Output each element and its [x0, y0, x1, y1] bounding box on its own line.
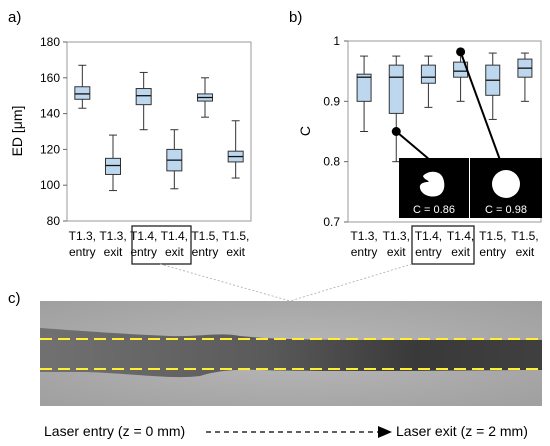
- laser-entry-label: Laser entry (z = 0 mm): [44, 423, 185, 439]
- chart-b-ytick-label: 0.8: [323, 155, 340, 169]
- chart-a-xtick-label-line2: exit: [104, 245, 123, 259]
- chart-a-xtick-label-line1: T1.5,: [222, 229, 249, 243]
- chart-a-xtick-label-line1: T1.3,: [99, 229, 126, 243]
- zoom-line-left: [159, 263, 291, 302]
- chart-a-xtick-label-line1: T1.5,: [191, 229, 218, 243]
- panel-label-a: a): [8, 9, 21, 26]
- chart-b-box: [388, 64, 404, 114]
- chart-a-box: [74, 86, 91, 100]
- chart-b-xtick-label-line2: entry: [479, 245, 506, 259]
- chart-a-xtick-label-line2: exit: [226, 245, 245, 259]
- chart-a-xtick-label-line2: entry: [192, 245, 219, 259]
- chart-b-ytick-label: 0.7: [323, 215, 340, 229]
- laser-direction-arrow-head: [378, 426, 392, 438]
- inset-high-c-label: C = 0.98: [485, 204, 527, 216]
- chart-b-box: [356, 73, 372, 102]
- chart-b-ylabel: C: [297, 126, 313, 136]
- inset-high-c: C = 0.98: [470, 158, 542, 218]
- chart-b-xtick-label-line1: T1.4,: [415, 229, 442, 243]
- chart-a-highlight-frame: [131, 225, 192, 265]
- chart-a-xtick-label-line1: T1.4,: [161, 229, 188, 243]
- chart-b-ytick-label: 1: [333, 34, 340, 48]
- chart-b-callout-line: [395, 130, 431, 161]
- chart-b-xtick-label-line2: entry: [415, 245, 442, 259]
- panel-label-c: c): [8, 290, 21, 307]
- chart-b-xtick-label-line1: T1.5,: [479, 229, 506, 243]
- chart-b-ytick-label: 0.9: [323, 94, 340, 108]
- chart-b-callout-point: [391, 127, 401, 136]
- chart-a-xtick-label-line2: exit: [165, 245, 184, 259]
- chart-a-xtick-label-line2: entry: [130, 245, 157, 259]
- chart-a-xtick-label-line1: T1.3,: [69, 229, 96, 243]
- chart-b-callout-point: [456, 47, 466, 57]
- chart-b-box: [420, 64, 436, 84]
- chart-b-xtick-label-line2: exit: [516, 245, 535, 259]
- inset-low-c: C = 0.86: [399, 158, 469, 218]
- chart-a-box: [105, 157, 121, 175]
- chart-a-xtick-label-line2: entry: [69, 245, 96, 259]
- laser-exit-label: Laser exit (z = 2 mm): [396, 423, 528, 439]
- chart-b-plot-area: [347, 40, 542, 223]
- chart-b-callout-line: [459, 51, 501, 161]
- inset-low-c-label: C = 0.86: [413, 204, 455, 216]
- chart-a-xtick-label-line1: T1.4,: [130, 229, 157, 243]
- panel-label-b: b): [289, 9, 302, 26]
- blob-round-icon: [492, 170, 520, 198]
- chart-a-ytick-label: 80: [47, 214, 61, 228]
- chart-a-plot-area: [66, 41, 252, 222]
- chart-a-ytick-label: 180: [40, 35, 60, 49]
- zoom-line-right: [289, 263, 413, 302]
- chart-b-xtick-label-line2: exit: [387, 245, 406, 259]
- chart-a-ytick-label: 120: [40, 142, 60, 156]
- chart-a-ytick-label: 100: [40, 178, 60, 192]
- chart-b: C 0.7 0.8 0.9 1 T1.3, entry T1.3, exit T1.4, ent…: [297, 34, 542, 265]
- micrograph-channel: [40, 328, 542, 378]
- chart-b-xtick-label-line1: T1.4,: [447, 229, 474, 243]
- chart-b-xtick-label-line2: exit: [451, 245, 470, 259]
- chart-a-box: [135, 88, 152, 106]
- chart-a-ytick-label: 140: [40, 107, 60, 121]
- blob-irregular-icon: [419, 171, 445, 197]
- chart-b-highlight-frame: [411, 225, 475, 265]
- chart-b-xtick-label-line1: T1.5,: [511, 229, 538, 243]
- chart-b-xtick-label-line1: T1.3,: [383, 229, 410, 243]
- chart-b-xtick-label-line2: entry: [351, 245, 378, 259]
- chart-b-xtick-label-line1: T1.3,: [350, 229, 377, 243]
- chart-a-ylabel: ED [μm]: [9, 106, 25, 157]
- micrograph-panel: [40, 301, 542, 406]
- chart-a-ytick-label: 160: [40, 71, 60, 85]
